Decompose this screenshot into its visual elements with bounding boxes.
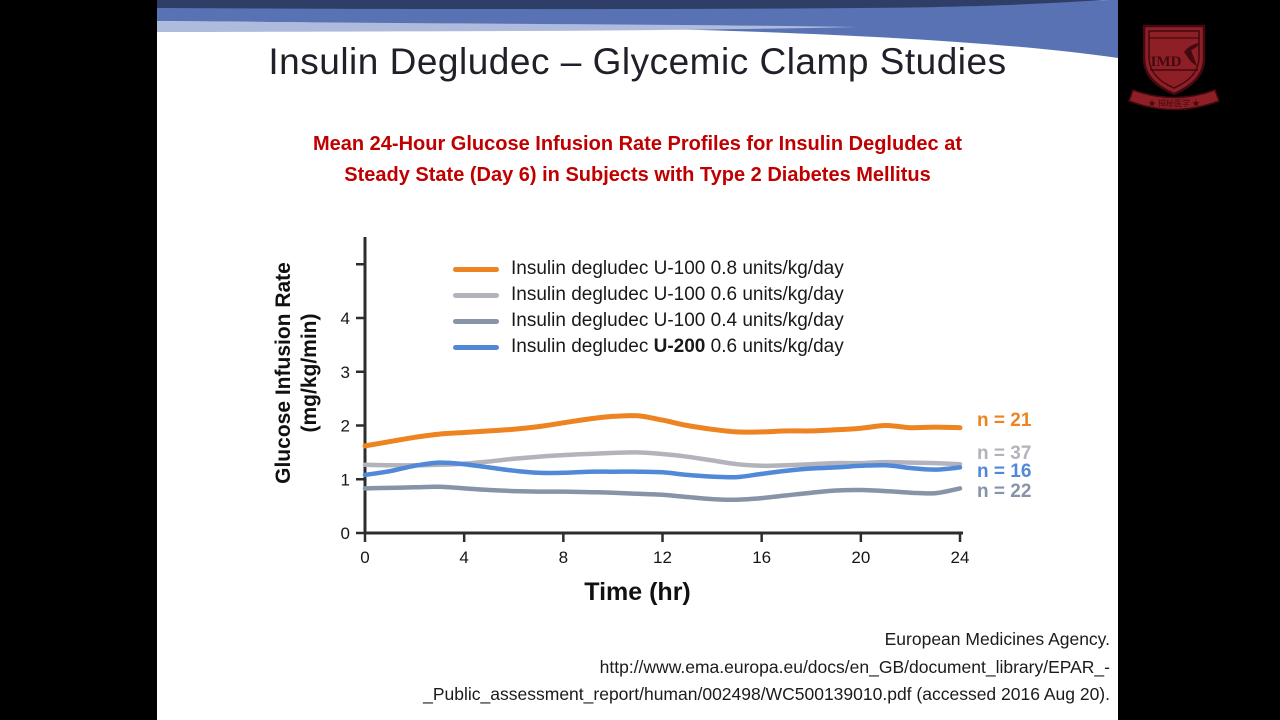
x-tick-label: 8 xyxy=(559,548,568,567)
x-tick-label: 0 xyxy=(360,548,369,567)
y-axis-title-line1: Glucose Infusion Rate xyxy=(272,262,295,484)
legend-item-u100-06: Insulin degludec U-100 0.6 units/kg/day xyxy=(453,282,844,308)
legend-label: Insulin degludec U-100 0.8 units/kg/day xyxy=(511,258,844,280)
y-tick-label: 3 xyxy=(341,363,350,382)
swoosh-band-blue xyxy=(157,0,1118,58)
legend-label: Insulin degludec U-100 0.4 units/kg/day xyxy=(511,310,844,332)
n-count-light-gray: n = 37 xyxy=(977,443,1032,464)
citation-line2: http://www.ema.europa.eu/docs/en_GB/docu… xyxy=(599,656,1110,677)
legend-label-part: Insulin degludec U-100 0.8 units/kg/day xyxy=(511,258,844,279)
legend-swatch-light-gray xyxy=(453,292,499,298)
x-tick-label: 24 xyxy=(951,548,970,567)
logo-shield-inner-border xyxy=(1148,30,1200,89)
x-tick-label: 12 xyxy=(653,548,672,567)
n-count-slate: n = 22 xyxy=(977,481,1032,502)
n-count-blue: n = 16 xyxy=(977,461,1032,482)
y-tick-label: 2 xyxy=(341,417,350,436)
citation: European Medicines Agency. http://www.em… xyxy=(197,626,1110,709)
legend-swatch-slate xyxy=(453,318,499,324)
x-tick-label: 16 xyxy=(752,548,771,567)
citation-line3: _Public_assessment_report/human/002498/W… xyxy=(423,684,1110,704)
y-axis-title-line2: (mg/kg/min) xyxy=(298,313,321,433)
x-tick-label: 4 xyxy=(459,548,468,567)
legend-label-part-bold: U-200 xyxy=(653,336,706,357)
x-axis-title: Time (hr) xyxy=(584,578,691,606)
right-black-bar xyxy=(1118,0,1280,720)
y-tick-label: 4 xyxy=(341,309,350,328)
legend-swatch-blue xyxy=(453,344,499,350)
series-line xyxy=(362,484,963,503)
imd-logo: IMD ★ 揭秘医学 ★ xyxy=(1128,24,1220,111)
y-tick-label: 0 xyxy=(341,524,350,543)
page-title: Insulin Degludec – Glycemic Clamp Studie… xyxy=(268,41,1007,82)
legend-item-u100-08: Insulin degludec U-100 0.8 units/kg/day xyxy=(453,256,844,282)
slide: Insulin Degludec – Glycemic Clamp Studie… xyxy=(157,0,1118,720)
y-tick-label: 1 xyxy=(341,470,350,489)
chart-subtitle-line2: Steady State (Day 6) in Subjects with Ty… xyxy=(344,164,931,186)
legend-item-u100-04: Insulin degludec U-100 0.4 units/kg/day xyxy=(453,308,844,334)
logo-ribbon-text: ★ 揭秘医学 ★ xyxy=(1148,98,1200,108)
left-black-bar xyxy=(0,0,157,720)
header-swoosh xyxy=(157,0,1118,58)
series-line xyxy=(362,413,963,449)
citation-line1: European Medicines Agency. xyxy=(884,629,1110,649)
legend-label: Insulin degludec U-100 0.6 units/kg/day xyxy=(511,284,844,306)
y-axis-title: Glucose Infusion Rate (mg/kg/min) xyxy=(271,247,323,499)
logo-ribbon xyxy=(1128,89,1220,111)
logo-shield xyxy=(1142,24,1206,96)
legend-label-part: Insulin degludec U-100 0.6 units/kg/day xyxy=(511,284,844,305)
x-tick-label: 20 xyxy=(851,548,870,567)
legend-label-part: Insulin degludec xyxy=(511,336,654,357)
logo-eagle-icon xyxy=(1184,43,1200,66)
legend-label-part: Insulin degludec U-100 0.4 units/kg/day xyxy=(511,310,844,331)
logo-monogram: IMD xyxy=(1151,54,1182,70)
chart-subtitle: Mean 24-Hour Glucose Infusion Rate Profi… xyxy=(157,129,1118,191)
swoosh-band-navy xyxy=(157,0,1102,10)
legend-label-part: 0.6 units/kg/day xyxy=(705,336,844,357)
legend-item-u200-06: Insulin degludec U-200 0.6 units/kg/day xyxy=(453,334,844,360)
swoosh-band-light xyxy=(157,21,857,32)
legend-swatch-orange xyxy=(453,266,499,272)
chart-subtitle-line1: Mean 24-Hour Glucose Infusion Rate Profi… xyxy=(313,133,962,155)
series-line xyxy=(362,460,963,480)
legend-label: Insulin degludec U-200 0.6 units/kg/day xyxy=(511,336,844,358)
n-count-orange: n = 21 xyxy=(977,410,1032,431)
chart-legend: Insulin degludec U-100 0.8 units/kg/day … xyxy=(453,256,844,360)
